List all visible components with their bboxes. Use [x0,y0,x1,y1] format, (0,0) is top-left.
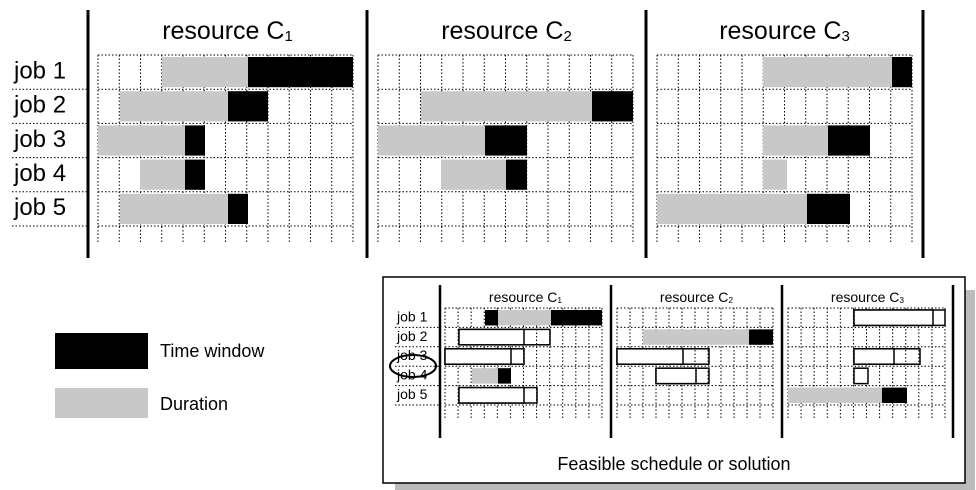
legend-label: Time window [160,341,265,361]
resource-header: resource C1 [489,289,562,305]
bar [444,348,512,365]
resource-header: resource C3 [831,289,904,305]
job-label: job 1 [13,57,66,84]
resource-index: 3 [899,295,904,305]
bar [882,387,907,403]
job-label: job 2 [13,92,66,119]
legend-swatch-time-window [55,333,148,369]
bar [458,328,525,346]
bar [892,57,912,88]
job-label: job 3 [13,126,66,153]
bar [788,387,882,403]
bar [853,309,934,327]
job-label: job 4 [396,367,428,383]
resource-header: resource C3 [719,17,850,45]
bar [185,125,205,156]
job-label: job 5 [396,386,428,402]
bar [228,193,248,224]
bar [472,368,498,384]
resource-name: resource C [719,17,841,45]
bar [120,91,228,122]
bar [140,159,185,190]
resource-header: resource C2 [660,289,733,305]
job-label: job 4 [13,160,66,187]
bar [441,159,506,190]
job-label: job 2 [396,328,428,344]
bar [98,125,185,156]
bar [120,193,228,224]
bar [458,386,525,404]
resource-header: resource C1 [162,17,293,45]
highlight-ellipse [389,354,437,378]
legend-swatch-duration [55,388,148,418]
bar [763,125,828,156]
job-label: job 1 [396,308,428,324]
bar [551,310,602,326]
bar [228,91,268,122]
bar [807,193,850,224]
bar [185,159,205,190]
resource-index: 1 [557,295,562,305]
resource-name: resource C [831,289,899,305]
resource-name: resource C [162,17,284,45]
bar [853,348,895,365]
bar [655,367,697,385]
bar [485,310,498,326]
job-label: job 3 [396,347,428,363]
bar [763,57,892,88]
resource-index: 2 [728,295,733,305]
bar [485,125,527,156]
bar [657,193,807,224]
bar [592,91,633,122]
bar [643,329,749,345]
bar [763,159,787,190]
bar [162,57,248,88]
bar [828,125,870,156]
resource-name: resource C [489,289,557,305]
job-label: job 5 [13,194,66,221]
bar [498,368,511,384]
resource-header: resource C2 [441,17,572,45]
bar [616,348,684,365]
resource-index: 1 [284,28,292,45]
legend-label: Duration [160,394,228,414]
resource-index: 3 [841,28,849,45]
bar [853,367,869,385]
resource-name: resource C [441,17,563,45]
bar [498,310,551,326]
bar [506,159,527,190]
resource-name: resource C [660,289,728,305]
bar [248,57,353,88]
resource-index: 2 [563,28,571,45]
bar [421,91,592,122]
inset-caption: Feasible schedule or solution [557,454,790,474]
bar [378,125,485,156]
bar [749,329,773,345]
